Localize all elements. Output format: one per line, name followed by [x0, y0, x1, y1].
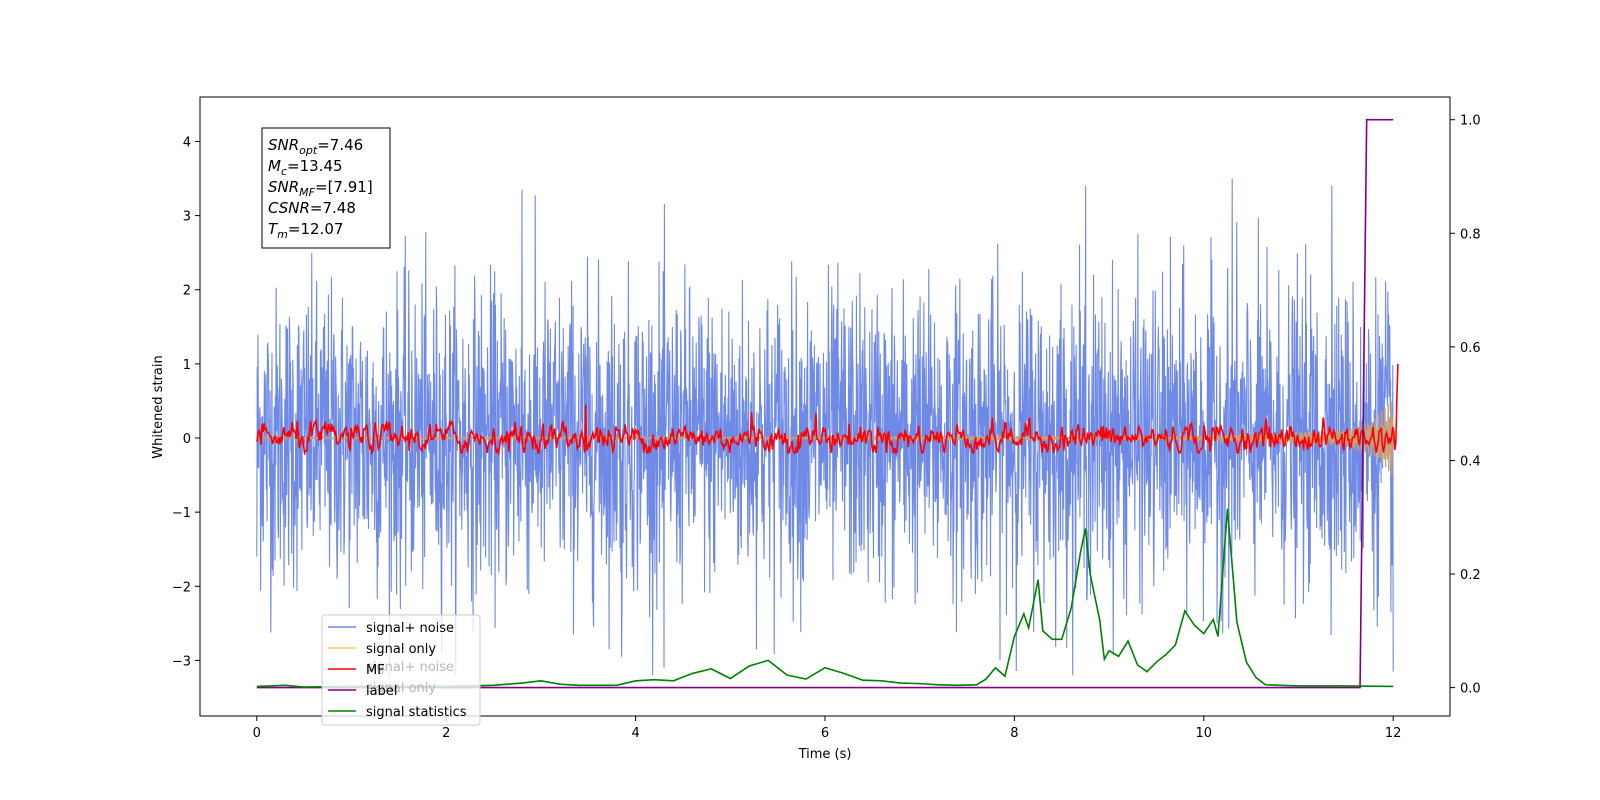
- series-signal-statistics-line: [256, 508, 1394, 688]
- series-label-line: [256, 118, 1394, 689]
- legend-ghost-label: signal+ noise: [366, 660, 454, 675]
- x-tick-label: 12: [1385, 726, 1402, 741]
- info-box-line: Mc=13.45: [268, 157, 343, 178]
- y2-tick-label: 1.0: [1460, 114, 1481, 129]
- y-tick-label: −2: [172, 580, 191, 595]
- y-axis-left: −3 −2 −1 0 1 2 3 4: [172, 135, 200, 669]
- info-box-line: CSNR=7.48: [268, 199, 356, 217]
- x-tick-label: 0: [253, 726, 261, 741]
- y-tick-label: 3: [183, 210, 191, 225]
- x-tick-label: 2: [442, 726, 450, 741]
- legend-ghost-label: signal only: [366, 681, 436, 696]
- y-axis-right: 0.0 0.2 0.4 0.6 0.8 1.0: [1450, 114, 1481, 697]
- info-box-line: SNRMF=[7.91]: [268, 178, 373, 199]
- y-tick-label: 1: [183, 358, 191, 373]
- info-box: SNRopt=7.46Mc=13.45SNRMF=[7.91]CSNR=7.48…: [261, 127, 391, 249]
- x-tick-label: 10: [1196, 726, 1213, 741]
- y-tick-label: 0: [183, 432, 191, 447]
- y2-tick-label: 0.8: [1460, 227, 1481, 242]
- x-tick-label: 8: [1010, 726, 1018, 741]
- info-box-line: Tm=12.07: [268, 220, 343, 241]
- legend-label: signal+ noise: [366, 621, 454, 636]
- y-tick-label: −3: [172, 654, 191, 669]
- legend-label: signal statistics: [366, 705, 467, 720]
- y-tick-label: −1: [172, 506, 191, 521]
- x-tick-label: 4: [631, 726, 639, 741]
- plot-area: [256, 118, 1399, 689]
- y2-tick-label: 0.0: [1460, 682, 1481, 697]
- legend: signal+ noise signal only signal+ noise sig…: [321, 614, 481, 726]
- legend-label: MF: [366, 663, 385, 678]
- y2-tick-label: 0.6: [1460, 341, 1481, 356]
- y-tick-label: 2: [183, 284, 191, 299]
- y-axis-label: Whitened strain: [151, 355, 166, 458]
- y-tick-label: 4: [183, 135, 191, 150]
- legend-label: signal only: [366, 642, 436, 657]
- legend-label: label: [366, 684, 397, 699]
- legend-frame: [321, 614, 481, 726]
- y2-tick-label: 0.2: [1460, 568, 1481, 583]
- info-box-line: SNRopt=7.46: [268, 136, 363, 157]
- x-tick-label: 6: [821, 726, 829, 741]
- y2-tick-label: 0.4: [1460, 454, 1481, 469]
- x-axis-label: Time (s): [798, 747, 852, 762]
- series-mf-line: [256, 363, 1399, 456]
- info-box-frame: [261, 127, 391, 249]
